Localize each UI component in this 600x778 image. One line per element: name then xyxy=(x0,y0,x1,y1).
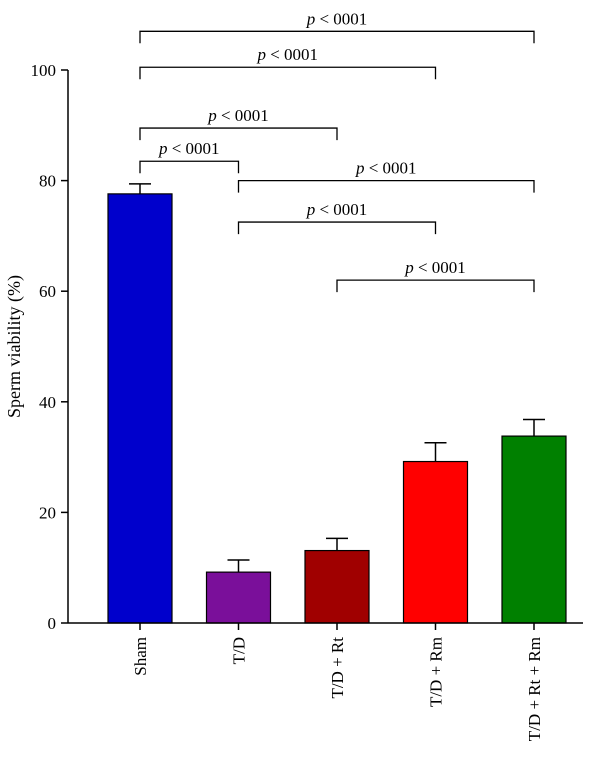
x-tick-label: Sham xyxy=(131,637,150,676)
bar-t-d-rt xyxy=(304,549,370,624)
bracket-line xyxy=(139,127,338,141)
p-value-label: p < 0001 xyxy=(158,139,220,158)
significance-bracket: p < 0001 xyxy=(139,45,437,80)
p-value-label: p < 0001 xyxy=(404,258,466,277)
bar-t-d xyxy=(205,571,272,624)
bar-t-d-rm xyxy=(402,460,469,624)
x-tick-label: T/D + Rm xyxy=(427,637,446,707)
bracket-line xyxy=(336,279,535,293)
y-axis-title: Sperm viability (%) xyxy=(4,275,25,418)
p-value-label: p < 0001 xyxy=(355,159,417,178)
significance-brackets: p < 0001 p < 0001 p < 0001 p < 0001 p < 0001… xyxy=(139,9,535,293)
bar-sham xyxy=(107,193,173,624)
bracket-line xyxy=(237,179,535,193)
bar-t-d-rt-rm xyxy=(501,435,567,624)
y-ticks: 0 20 40 60 80 100 xyxy=(31,61,68,633)
significance-bracket: p < 0001 xyxy=(237,159,535,193)
significance-bracket: p < 0001 xyxy=(336,258,535,293)
bars xyxy=(107,193,567,624)
bracket-line xyxy=(139,160,240,174)
y-tick-label: 80 xyxy=(39,172,56,191)
bracket-line xyxy=(237,221,437,235)
p-value-label: p < 0001 xyxy=(207,106,269,125)
x-ticks: Sham T/D T/D + Rt T/D + Rm T/D + Rt + Rm xyxy=(131,623,544,741)
significance-bracket: p < 0001 xyxy=(139,9,535,44)
y-tick-label: 20 xyxy=(39,503,56,522)
x-tick-label: T/D + Rt + Rm xyxy=(525,637,544,741)
bracket-line xyxy=(139,66,437,80)
significance-bracket: p < 0001 xyxy=(139,106,338,141)
y-tick-label: 100 xyxy=(31,61,57,80)
y-tick-label: 0 xyxy=(48,614,57,633)
y-tick-label: 40 xyxy=(39,393,56,412)
significance-bracket: p < 0001 xyxy=(139,139,240,174)
x-tick-label: T/D xyxy=(230,637,249,664)
p-value-label: p < 0001 xyxy=(306,200,368,219)
y-tick-label: 60 xyxy=(39,282,56,301)
bracket-line xyxy=(139,30,535,44)
x-tick-label: T/D + Rt xyxy=(328,637,347,699)
p-value-label: p < 0001 xyxy=(306,9,368,28)
significance-bracket: p < 0001 xyxy=(237,200,437,235)
p-value-label: p < 0001 xyxy=(256,45,318,64)
error-bars xyxy=(129,183,545,573)
